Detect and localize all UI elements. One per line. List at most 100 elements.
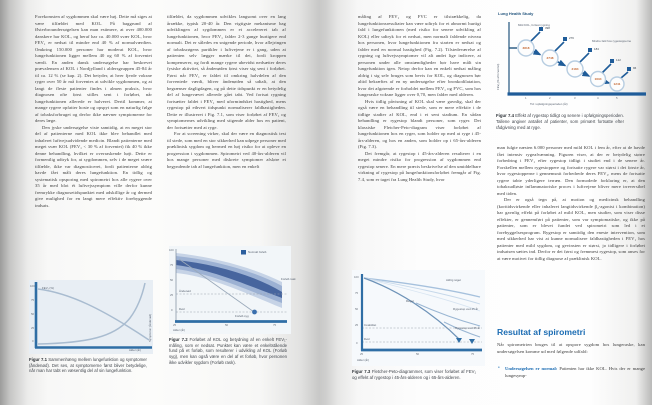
lung-health-study-diagram: [507, 22, 646, 97]
smoker-arrow: [581, 70, 591, 78]
smoker-circle: [609, 76, 625, 93]
section-heading-resultat-af-spirometri: Resultat af spirometri: [497, 327, 586, 337]
annotation-quitters: Mindre fald hos rygestopperne: [592, 39, 632, 44]
smoker-label: Røget: [406, 299, 414, 303]
right-page-column-2: man fulgte næsten 6.000 personer med mil…: [497, 145, 645, 320]
paragraph: For at screening virker, skal der være e…: [167, 131, 286, 169]
end-marker: [456, 338, 462, 343]
quitter-square: [627, 67, 631, 72]
square-count: 96: [633, 66, 637, 71]
x-tick: 2: [549, 96, 551, 101]
paragraph: Der er også tegn på, at motion og medici…: [497, 197, 645, 261]
figure-7-3: 100 75 50 25 0 Aldrig røget Røget Rygest…: [352, 270, 485, 380]
figure-7-1-caption: Figur 7.1 Sammenhæng mellem lungefunktio…: [29, 357, 147, 374]
never-smoked-label: Aldrig røget: [446, 278, 461, 282]
quit-45-label: Rygestop ved 45 år: [453, 307, 479, 311]
caption-lead: Figur 7.1: [29, 357, 47, 362]
quitter-arrow: [529, 31, 541, 43]
bullet-text: Patienten har ikke KOL. Hvis der er mang…: [505, 366, 645, 378]
x-axis-label: Alder (år): [173, 328, 186, 332]
quit-45-curve: [415, 302, 481, 327]
x-tick: 25: [360, 352, 364, 356]
circle-count: 1241: [613, 81, 621, 86]
y-tick: 50: [170, 278, 174, 282]
figure-7-4-caption: Figur 7.4 Effekt af rygestop tidligt og …: [496, 113, 624, 130]
paragraph: måling af FEV₁ og FVC er tilstrækkelig, …: [358, 14, 481, 97]
y-tick: 100: [354, 275, 359, 279]
square-count: 184: [594, 47, 599, 52]
x-axis-label: Alder (år): [128, 348, 141, 352]
left-page-column-1: Forekomsten af sygdommen skal være høj. …: [35, 14, 152, 268]
paragraph: Det fremgår, at rygestop i 45-års-aldere…: [358, 150, 481, 182]
figure-7-1: FEV₁ (%) 100 75 50 25 0 Symptomer (ånden…: [29, 280, 153, 374]
right-page-intro-paragraph: Når spirometrien bruges til at opspore s…: [497, 342, 645, 363]
y-tick: 75: [170, 263, 174, 267]
figure-7-2-chart: Normalt forløb 100 75 50 25 0 Åndenød Dø…: [169, 246, 296, 334]
paragraph: Når spirometrien bruges til at opspore s…: [497, 342, 645, 354]
figure-7-2-caption: Figur 7.2 Forløbet af KOL og betydning a…: [169, 337, 287, 366]
smoker-circle: [589, 71, 607, 88]
legend-label: Normalt forløb: [248, 249, 267, 254]
square-count: 398: [545, 26, 550, 31]
lungfunction-symptoms-chart: [34, 282, 152, 349]
lung-function-curve: [37, 288, 150, 341]
y-tick: 25: [31, 326, 35, 330]
circle-count: 2184: [571, 66, 579, 71]
y-tick: 50: [355, 307, 359, 311]
death-label: Død: [364, 336, 370, 341]
x-tick: 5: [616, 96, 618, 101]
legend-swatch: [241, 250, 246, 255]
quitter-arrow: [553, 41, 565, 53]
circle-count: 3818: [522, 45, 530, 50]
fletcher-peto-diagram: [360, 274, 482, 352]
quitter-square: [539, 27, 543, 32]
caption-text: Sammenhæng mellem lungefunktion og sympt…: [29, 357, 147, 374]
paragraph: man fulgte næsten 6.000 personer med mil…: [497, 145, 645, 196]
y-tick: 75: [31, 298, 35, 302]
caption-lead: Figur 7.3: [352, 369, 371, 374]
figure-7-4: Lung Health Study: [496, 11, 648, 131]
figure-7-4-chart: FEV₁ (% af forventet) Mild KOL, fortsat …: [496, 18, 648, 110]
quitter-arrow: [601, 63, 612, 74]
x-tick: 75: [471, 352, 475, 356]
dyspnoea-label: Åndenød: [179, 288, 191, 293]
caption-lead: Figur 7.2: [169, 337, 188, 342]
x-tick: 50: [225, 323, 229, 327]
measurement-point: [252, 309, 257, 315]
never-smoked-curve: [363, 277, 481, 298]
y-tick: 0: [356, 341, 358, 345]
circle-count: 2748: [546, 55, 554, 60]
x-tick: 75: [273, 323, 277, 327]
figure-7-3-chart: 100 75 50 25 0 Aldrig røget Røget Rygest…: [352, 270, 485, 366]
figure-7-1-chart: FEV₁ (%) 100 75 50 25 0 Symptomer (ånden…: [29, 280, 153, 354]
sick-course-label: Forløb syg: [235, 314, 249, 318]
paragraph: tilfældet, da sygdommen udvikles langsom…: [167, 14, 286, 130]
annotation-continuing: Mild KOL, fortsat rygning: [518, 23, 550, 28]
caption-lead: Figur 7.4: [496, 113, 514, 119]
right-page-column-1: måling af FEV₁ og FVC er tilstrækkelig, …: [358, 14, 481, 261]
paragraph: Forekomsten af sygdommen skal være høj. …: [35, 14, 152, 123]
caption-text: Fletcher-Peto-diagrammet, som viser forl…: [352, 369, 476, 380]
x-axis-label: Tid i opfølgningsperioden (år): [530, 102, 568, 107]
y-tick: 75: [355, 291, 359, 295]
quitter-square: [588, 48, 592, 53]
caption-text: Effekt af rygestop tidligt og senere i o…: [496, 113, 624, 130]
y-tick: 0: [171, 308, 173, 312]
bullet-lead: Undersøgelsen er normal:: [505, 366, 558, 371]
smoker-circle: [517, 39, 535, 58]
square-count: 122: [616, 58, 621, 63]
smoker-circle: [541, 49, 559, 68]
y-tick: 0: [32, 339, 34, 343]
bullet-icon: •: [498, 366, 500, 371]
x-tick: 50: [416, 352, 420, 356]
paragraph: Den jyske undersøgelse viste samtidig, a…: [35, 124, 152, 208]
figure-7-4-title: Lung Health Study: [498, 11, 534, 16]
quit-65-curve: [443, 321, 481, 338]
paragraph: Hvis tidlig påvisning af KOL skal være g…: [358, 98, 481, 150]
figure-7-3-caption: Figur 7.3 Fletcher-Peto-diagrammet, som …: [352, 369, 476, 380]
legend-label: FEV₁ (%): [42, 286, 54, 290]
square-count: 276: [569, 36, 574, 41]
death-label: Død: [179, 306, 185, 311]
circle-count: 1634: [594, 76, 602, 81]
